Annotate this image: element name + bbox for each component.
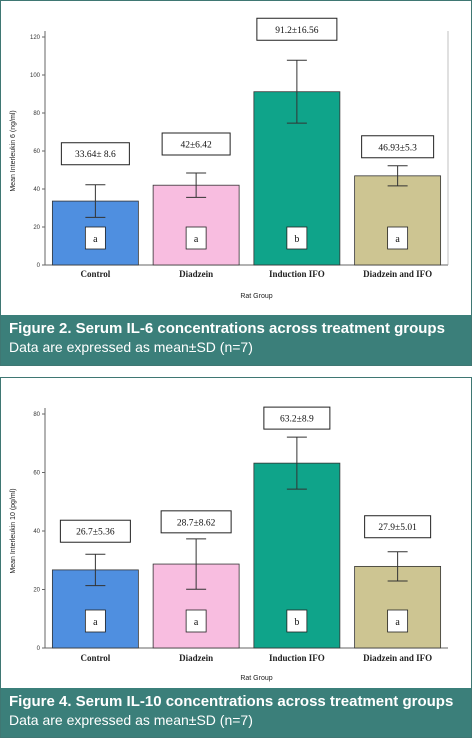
group-label-box [185,226,207,250]
value-label-box [263,406,331,430]
figure-il10: 0 20 40 60 80 Mean Interleukin 10 (pg/ml) Rat … [0,377,472,738]
category-label: Induction IFO [269,269,325,279]
value-label: 28.7±8.62 [177,518,216,528]
category-label: Diadzein [179,653,213,663]
group-label-box [387,609,409,633]
group-label: a [93,617,98,628]
il6-chart-area: 0 20 40 60 80 100 120 Mean Interleukin 6 (ng/ml… [3,3,469,316]
figure-il6: 0 20 40 60 80 100 120 Mean Interleukin 6 (ng/ml… [0,0,472,366]
x-axis-title: Rat Group [240,293,272,300]
category-label: Diadzein and IFO [363,269,432,279]
y-tick-label: 100 [30,73,41,79]
y-tick-label: 20 [33,225,40,231]
caption-subtitle: Data are expressed as mean±SD (n=7) [9,339,253,355]
caption-title: Figure 4. Serum IL-10 concentrations acr… [9,693,454,710]
y-tick-label: 40 [33,529,40,535]
group-label-box [286,609,308,633]
value-label: 26.7±5.36 [76,528,115,538]
y-tick-label: 80 [33,111,40,117]
value-label: 33.64± 8.6 [75,150,116,160]
x-axis-title: Rat Group [240,675,272,682]
value-label: 91.2±16.56 [275,26,318,36]
value-label: 27.9±5.01 [378,523,417,533]
group-label-box [84,226,106,250]
group-label-box [185,609,207,633]
caption-subtitle: Data are expressed as mean±SD (n=7) [9,712,253,728]
y-tick-label: 40 [33,187,40,193]
group-label: a [194,617,199,628]
group-label-box [286,226,308,250]
group-label-box [387,226,409,250]
group-label: a [93,234,98,245]
value-label-box [161,132,231,156]
value-label-box [60,142,130,166]
value-label-box [59,519,131,543]
y-tick-label: 0 [37,263,41,269]
value-label-box [364,515,432,539]
value-label-box [361,135,435,159]
y-tick-label: 60 [33,471,40,477]
il10-chart-area: 0 20 40 60 80 Mean Interleukin 10 (pg/ml) Rat … [3,380,469,690]
bar-4 [354,175,442,266]
group-label: b [294,617,299,628]
y-axis-title: Mean Interleukin 10 (pg/ml) [10,488,17,573]
figure-caption-il10: Figure 4. Serum IL-10 concentrations acr… [1,688,471,737]
value-label-box [256,17,338,41]
il6-bar-chart: 0 20 40 60 80 100 120 Mean Interleukin 6 (ng/ml… [10,17,449,300]
y-tick-label: 0 [37,646,41,652]
group-label: b [294,234,299,245]
group-label: a [395,234,400,245]
y-tick-label: 60 [33,149,40,155]
value-label: 63.2±8.9 [280,415,314,425]
category-label: Control [80,653,110,663]
bar-2 [152,184,240,266]
value-label-box [160,510,232,534]
y-tick-label: 20 [33,588,40,594]
group-label: a [194,234,199,245]
caption-title: Figure 2. Serum IL-6 concentrations acro… [9,320,445,337]
group-label-box [84,609,106,633]
category-label: Diadzein [179,269,213,279]
category-label: Induction IFO [269,653,325,663]
category-label: Diadzein and IFO [363,653,432,663]
il10-bar-chart: 0 20 40 60 80 Mean Interleukin 10 (pg/ml) Rat … [10,406,448,682]
y-tick-label: 80 [33,412,40,418]
category-label: Control [80,269,110,279]
value-label: 46.93±5.3 [378,143,417,153]
value-label: 42±6.42 [180,141,212,151]
y-tick-label: 120 [30,35,41,41]
group-label: a [395,617,400,628]
y-axis-title: Mean Interleukin 6 (ng/ml) [10,110,17,191]
figure-caption-il6: Figure 2. Serum IL-6 concentrations acro… [1,315,471,365]
